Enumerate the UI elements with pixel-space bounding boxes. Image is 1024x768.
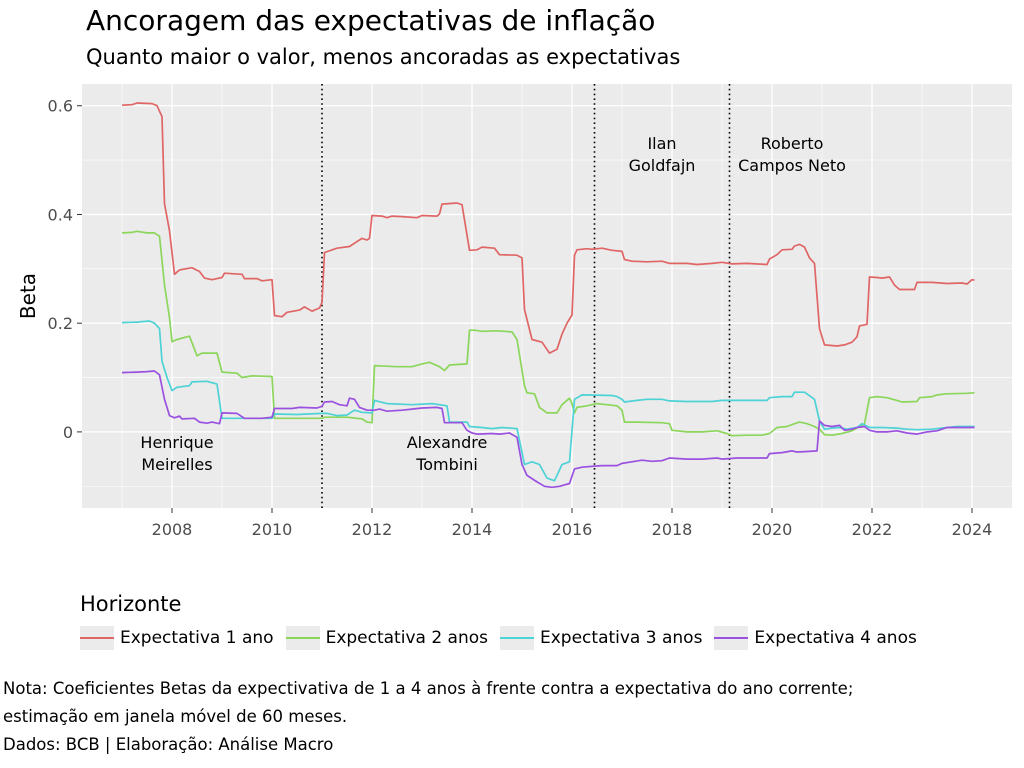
x-tick-label: 2016 [552,520,593,539]
y-axis: 0 0.2 0.4 0.6 [48,97,82,442]
legend-key [500,626,534,650]
annotation-label: Ilan Goldfajn [629,134,696,175]
series-line-3 [121,320,975,482]
y-tick-label: 0.6 [48,97,73,116]
annotation-label: Henrique Meirelles [140,433,213,474]
series-lines [121,102,975,489]
annotation-label: Roberto Campos Neto [738,134,846,175]
legend-key [80,626,114,650]
footnote-line-1: Nota: Coeficientes Betas da expectivativ… [3,679,854,698]
legend: Expectativa 1 ano Expectativa 2 anos Exp… [80,626,929,650]
x-tick-label: 2018 [652,520,693,539]
annotations: Henrique Meirelles Alexandre Tombini Ilan Gol… [140,134,846,474]
y-tick-label: 0.4 [48,205,73,224]
legend-label: Expectativa 2 anos [325,628,488,648]
legend-label: Expectativa 3 anos [540,628,703,648]
x-tick-label: 2020 [752,520,793,539]
x-tick-label: 2024 [952,520,993,539]
plot-panel [82,84,1012,508]
legend-item-4-anos: Expectativa 4 anos [714,626,917,650]
y-tick-label: 0 [63,423,73,442]
footnote-line-3: Dados: BCB | Elaboração: Análise Macro [3,735,334,754]
legend-item-1-ano: Expectativa 1 ano [80,626,274,650]
legend-key [714,626,749,650]
legend-title: Horizonte [80,592,182,616]
series-line-1 [121,102,975,354]
series-line-2 [121,230,975,437]
series-line-4 [121,370,975,489]
legend-label: Expectativa 1 ano [120,628,274,648]
x-tick-label: 2014 [452,520,493,539]
legend-key [285,626,320,650]
legend-item-2-anos: Expectativa 2 anos [285,626,488,650]
y-tick-label: 0.2 [48,314,73,333]
footnote-line-2: estimação em janela móvel de 60 meses. [3,707,348,726]
x-tick-label: 2010 [252,520,293,539]
chart-title: Ancoragem das expectativas de inflação [86,4,656,37]
x-tick-label: 2022 [852,520,893,539]
annotation-label: Alexandre Tombini [407,433,488,474]
chart-subtitle: Quanto maior o valor, menos ancoradas as… [86,45,681,69]
major-gridlines [82,84,1012,508]
x-axis: 2008 2010 2012 2014 2016 2018 2020 2022 2024 [152,508,993,539]
x-tick-label: 2008 [152,520,193,539]
y-axis-title: Beta [16,273,40,319]
x-tick-label: 2012 [352,520,393,539]
legend-item-3-anos: Expectativa 3 anos [500,626,702,650]
legend-label: Expectativa 4 anos [754,628,917,648]
